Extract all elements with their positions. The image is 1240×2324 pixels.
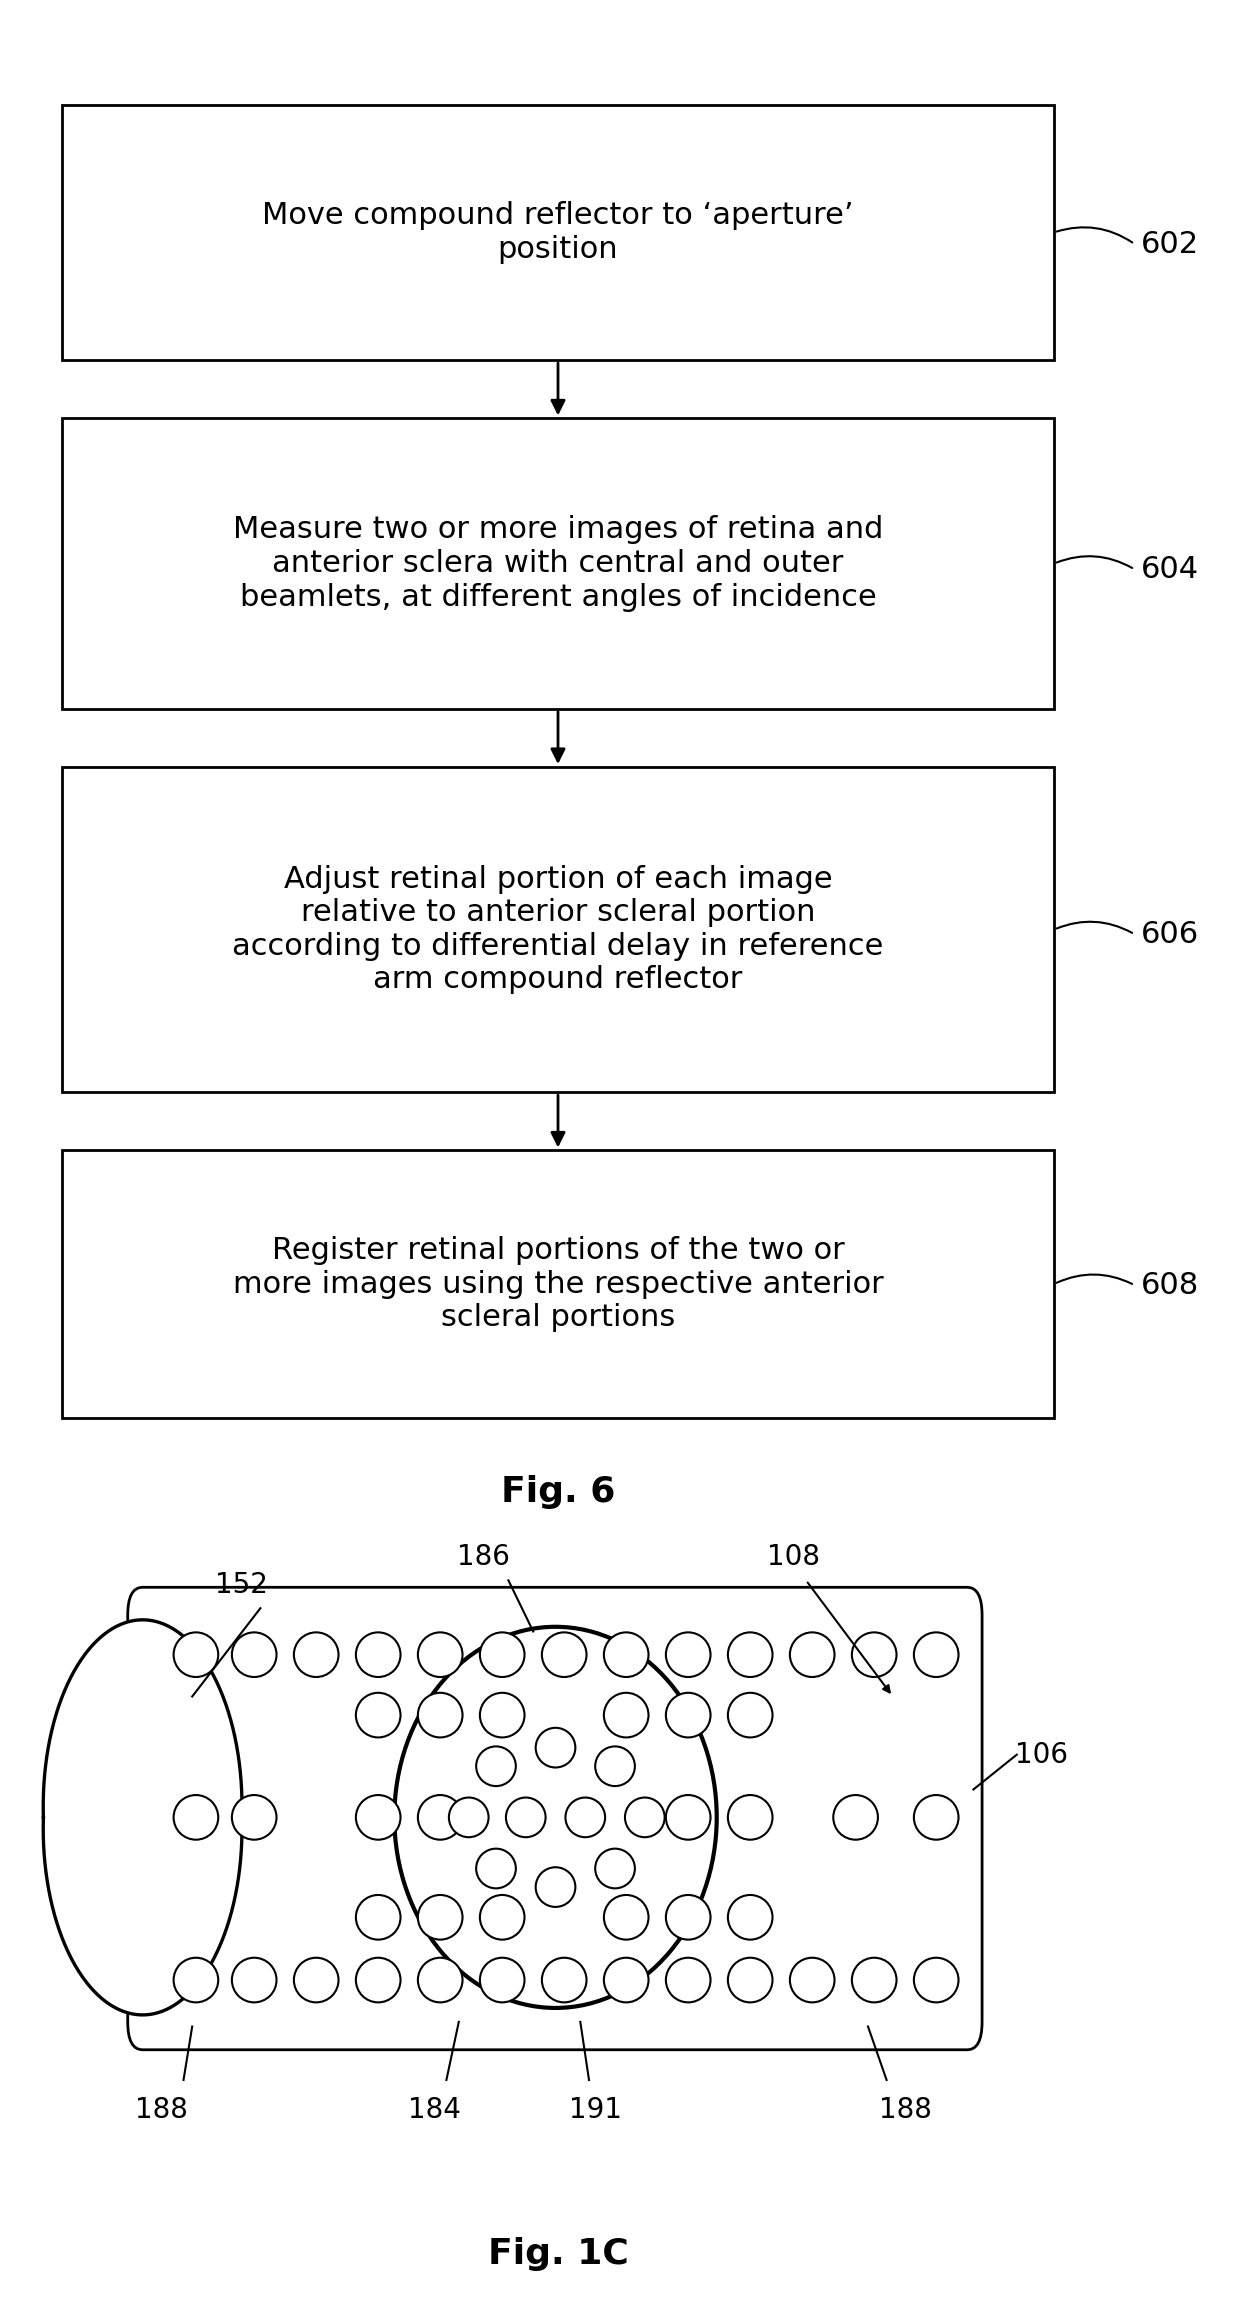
Text: 106: 106 <box>1016 1741 1068 1769</box>
Ellipse shape <box>542 1957 587 2003</box>
Ellipse shape <box>174 1794 218 1841</box>
Ellipse shape <box>506 1796 546 1838</box>
Ellipse shape <box>595 1745 635 1787</box>
Ellipse shape <box>356 1692 401 1738</box>
Ellipse shape <box>604 1692 649 1738</box>
Text: 184: 184 <box>408 2096 460 2124</box>
Text: 604: 604 <box>1141 555 1199 583</box>
Text: Fig. 1C: Fig. 1C <box>487 2238 629 2271</box>
Ellipse shape <box>476 1745 516 1787</box>
Ellipse shape <box>449 1796 489 1838</box>
FancyBboxPatch shape <box>62 418 1054 709</box>
Text: 152: 152 <box>216 1571 268 1599</box>
Text: 188: 188 <box>879 2096 931 2124</box>
Ellipse shape <box>728 1957 773 2003</box>
Ellipse shape <box>174 1957 218 2003</box>
Ellipse shape <box>418 1957 463 2003</box>
Text: Fig. 6: Fig. 6 <box>501 1476 615 1508</box>
Ellipse shape <box>604 1631 649 1678</box>
Ellipse shape <box>728 1894 773 1941</box>
Ellipse shape <box>666 1692 711 1738</box>
Ellipse shape <box>356 1631 401 1678</box>
Ellipse shape <box>728 1794 773 1841</box>
Ellipse shape <box>833 1794 878 1841</box>
Ellipse shape <box>394 1627 717 2008</box>
Ellipse shape <box>914 1631 959 1678</box>
Ellipse shape <box>232 1794 277 1841</box>
Text: Adjust retinal portion of each image
relative to anterior scleral portion
accord: Adjust retinal portion of each image rel… <box>232 865 884 995</box>
Text: 186: 186 <box>458 1543 510 1571</box>
Text: 602: 602 <box>1141 230 1199 258</box>
Ellipse shape <box>480 1631 525 1678</box>
Polygon shape <box>43 1620 242 2015</box>
Ellipse shape <box>542 1631 587 1678</box>
Ellipse shape <box>536 1727 575 1769</box>
Ellipse shape <box>418 1692 463 1738</box>
FancyBboxPatch shape <box>62 767 1054 1092</box>
Ellipse shape <box>536 1866 575 1908</box>
Ellipse shape <box>914 1957 959 2003</box>
Ellipse shape <box>625 1796 665 1838</box>
Ellipse shape <box>418 1894 463 1941</box>
Ellipse shape <box>595 1848 635 1889</box>
Ellipse shape <box>790 1631 835 1678</box>
Ellipse shape <box>356 1957 401 2003</box>
FancyBboxPatch shape <box>62 105 1054 360</box>
Ellipse shape <box>232 1957 277 2003</box>
Ellipse shape <box>666 1894 711 1941</box>
Ellipse shape <box>480 1894 525 1941</box>
Ellipse shape <box>294 1957 339 2003</box>
Ellipse shape <box>356 1894 401 1941</box>
Ellipse shape <box>418 1631 463 1678</box>
Ellipse shape <box>666 1631 711 1678</box>
Text: 108: 108 <box>768 1543 820 1571</box>
Ellipse shape <box>232 1631 277 1678</box>
Ellipse shape <box>604 1894 649 1941</box>
Ellipse shape <box>914 1794 959 1841</box>
Ellipse shape <box>418 1794 463 1841</box>
Text: Measure two or more images of retina and
anterior sclera with central and outer
: Measure two or more images of retina and… <box>233 516 883 611</box>
Ellipse shape <box>852 1631 897 1678</box>
Ellipse shape <box>356 1794 401 1841</box>
Ellipse shape <box>852 1957 897 2003</box>
Ellipse shape <box>604 1957 649 2003</box>
FancyBboxPatch shape <box>128 1587 982 2050</box>
Ellipse shape <box>728 1631 773 1678</box>
Ellipse shape <box>294 1631 339 1678</box>
Text: 606: 606 <box>1141 920 1199 948</box>
Ellipse shape <box>565 1796 605 1838</box>
Text: 608: 608 <box>1141 1271 1199 1299</box>
Ellipse shape <box>480 1692 525 1738</box>
Ellipse shape <box>666 1957 711 2003</box>
FancyBboxPatch shape <box>62 1150 1054 1418</box>
Ellipse shape <box>476 1848 516 1889</box>
Ellipse shape <box>174 1631 218 1678</box>
Ellipse shape <box>728 1692 773 1738</box>
Text: 191: 191 <box>569 2096 621 2124</box>
Text: Register retinal portions of the two or
more images using the respective anterio: Register retinal portions of the two or … <box>233 1236 883 1332</box>
Ellipse shape <box>790 1957 835 2003</box>
Text: 188: 188 <box>135 2096 187 2124</box>
Text: Move compound reflector to ‘aperture’
position: Move compound reflector to ‘aperture’ po… <box>262 202 854 263</box>
Ellipse shape <box>480 1957 525 2003</box>
Ellipse shape <box>666 1794 711 1841</box>
